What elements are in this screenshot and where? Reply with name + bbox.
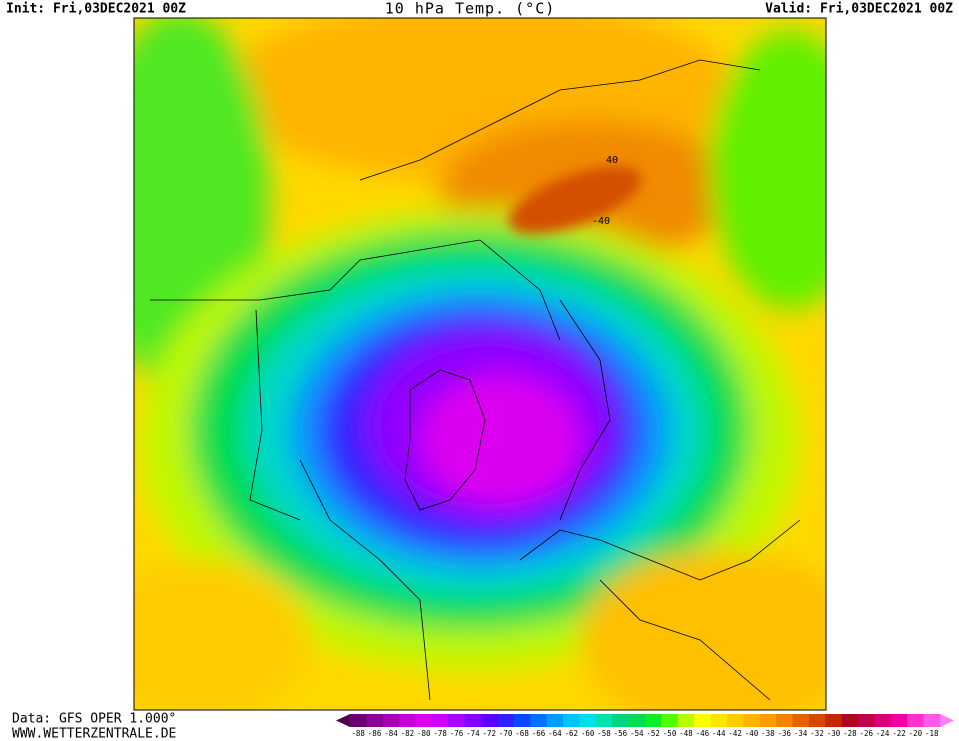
colorbar-label: -76 (450, 729, 464, 738)
init-time: Init: Fri,03DEC2021 00Z (6, 2, 186, 17)
colorbar-swatch (579, 714, 597, 727)
colorbar-swatch (726, 714, 744, 727)
colorbar-label: -30 (827, 729, 841, 738)
colorbar-label: -24 (876, 729, 890, 738)
contour-label: -40 (592, 216, 610, 227)
colorbar-swatch (481, 714, 498, 727)
colorbar-label: -82 (401, 729, 415, 738)
colorbar-label: -22 (892, 729, 906, 738)
data-source: Data: GFS OPER 1.000° (12, 712, 176, 727)
valid-time: Valid: Fri,03DEC2021 00Z (765, 2, 953, 17)
colorbar-label: -78 (433, 729, 447, 738)
colorbar-swatch (497, 714, 515, 727)
colorbar-label: -44 (712, 729, 726, 738)
colorbar-label: -50 (663, 729, 677, 738)
colorbar-label: -54 (630, 729, 644, 738)
contour-label: 40 (606, 155, 618, 166)
colorbar-label: -88 (351, 729, 365, 738)
colorbar-label: -64 (548, 729, 562, 738)
colorbar-label: -26 (859, 729, 873, 738)
colorbar-swatch (464, 714, 482, 727)
coastlines (150, 59, 801, 701)
colorbar-swatch (841, 714, 859, 727)
colorbar-label: -84 (384, 729, 398, 738)
colorbar-swatch (513, 714, 531, 727)
colorbar-label: -80 (417, 729, 431, 738)
website: WWW.WETTERZENTRALE.DE (12, 727, 176, 741)
colorbar-swatch (612, 714, 629, 727)
colorbar-swatch (530, 714, 547, 727)
colorbar-swatch (907, 714, 924, 727)
temperature-field (134, 18, 826, 710)
colorbar-label: -28 (843, 729, 857, 738)
colorbar-swatch (743, 714, 761, 727)
colorbar-label: -56 (614, 729, 628, 738)
colorbar-swatch (546, 714, 564, 727)
colorbar-swatch (350, 714, 367, 727)
colorbar-arrow-right (940, 714, 954, 727)
colorbar-label: -72 (483, 729, 497, 738)
colorbar-swatch (874, 714, 892, 727)
colorbar-swatch (448, 714, 466, 727)
colorbar-label: -20 (909, 729, 923, 738)
colorbar-swatch (792, 714, 810, 727)
colorbar-swatch (710, 714, 728, 727)
colorbar-label: -58 (597, 729, 611, 738)
colorbar-swatch (382, 714, 400, 727)
colorbar-label: -34 (794, 729, 808, 738)
colorbar-swatch (628, 714, 646, 727)
colorbar-label: -40 (745, 729, 759, 738)
colorbar-swatch (694, 714, 711, 727)
map-title: 10 hPa Temp. (°C) (385, 0, 556, 18)
colorbar-label: -74 (466, 729, 480, 738)
colorbar-label: -18 (925, 729, 939, 738)
colorbar-label: -38 (761, 729, 775, 738)
colorbar-swatch (431, 714, 449, 727)
colorbar-swatch (366, 714, 384, 727)
colorbar-swatch (923, 714, 941, 727)
colorbar-arrow-left (336, 714, 350, 727)
colorbar-label: -52 (646, 729, 660, 738)
colorbar-label: -86 (368, 729, 382, 738)
colorbar-swatch (595, 714, 613, 727)
colorbar-label: -42 (728, 729, 742, 738)
map: 40 -40 (134, 18, 826, 710)
colorbar-swatch (759, 714, 777, 727)
colorbar-label: -48 (679, 729, 693, 738)
colorbar-swatch (677, 714, 695, 727)
colorbar-swatch (776, 714, 793, 727)
colorbar-swatch (661, 714, 679, 727)
colorbar-swatch (415, 714, 433, 727)
colorbar-label: -46 (696, 729, 710, 738)
colorbar-label: -62 (564, 729, 578, 738)
colorbar-label: -66 (532, 729, 546, 738)
colorbar-label: -70 (499, 729, 513, 738)
colorbar-swatch (645, 714, 662, 727)
map-frame (133, 17, 827, 711)
colorbar-label: -32 (810, 729, 824, 738)
colorbar-swatch (825, 714, 842, 727)
colorbar: -88 -86 -84 -82 -80 -78 -76 -74 -72 -70 -68 -66 -64-… (336, 714, 954, 738)
colorbar-swatch (563, 714, 580, 727)
colorbar-label: -60 (581, 729, 595, 738)
colorbar-swatch (890, 714, 908, 727)
colorbar-swatch (808, 714, 826, 727)
colorbar-label: -68 (515, 729, 529, 738)
colorbar-swatch (858, 714, 875, 727)
colorbar-label: -36 (778, 729, 792, 738)
colorbar-swatch (399, 714, 416, 727)
